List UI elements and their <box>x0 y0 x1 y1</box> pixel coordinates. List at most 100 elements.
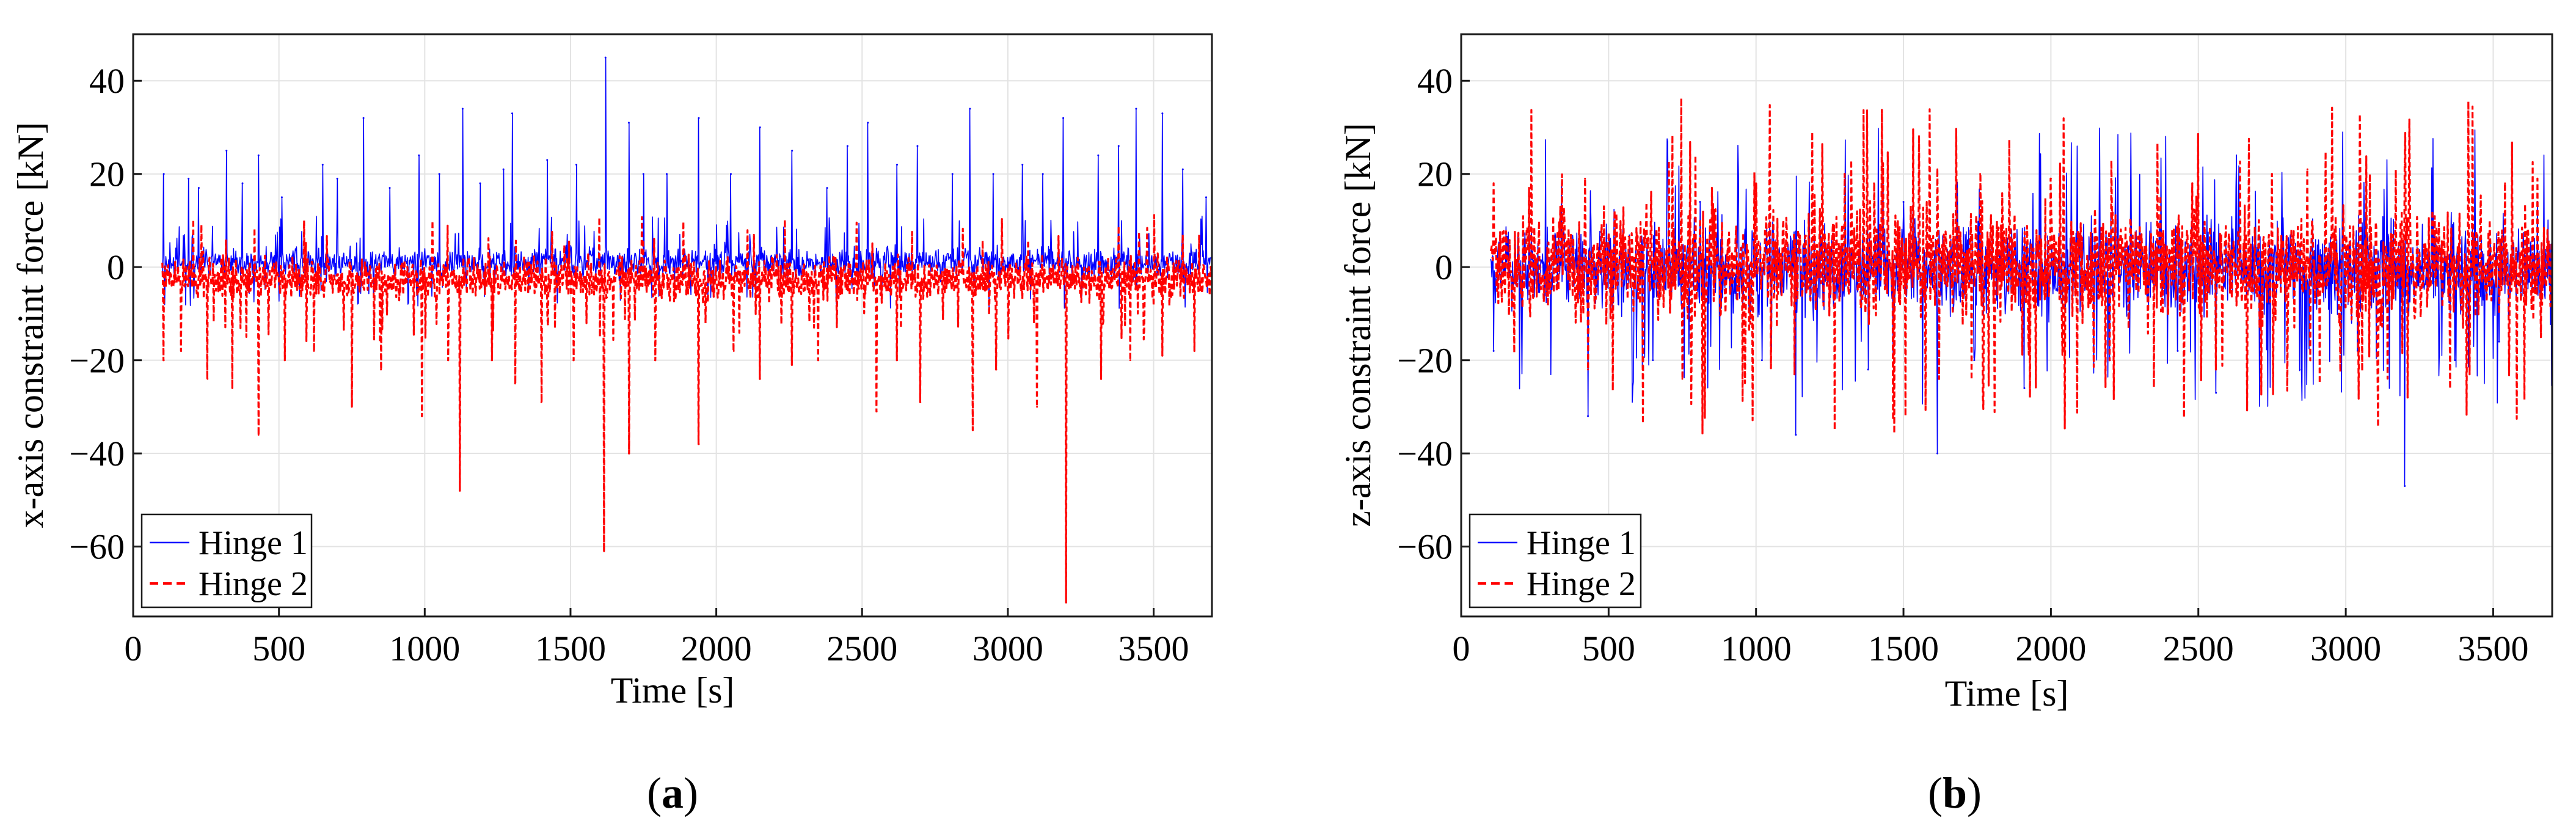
data-point <box>162 359 165 362</box>
data-point <box>1936 168 1939 170</box>
data-point <box>1867 368 1869 371</box>
data-point <box>336 177 338 180</box>
legend-box-b <box>1469 513 1642 609</box>
data-point <box>1042 173 1044 175</box>
data-point <box>1492 349 1495 352</box>
data-point <box>729 173 732 175</box>
series-b <box>1489 97 2553 488</box>
data-point <box>2049 177 2052 180</box>
y-tick-label: −60 <box>69 527 125 567</box>
y-tick-label: −40 <box>1397 434 1453 473</box>
data-point <box>1100 378 1103 380</box>
y-tick-label: 20 <box>1417 155 1453 194</box>
data-point <box>759 378 761 380</box>
data-point <box>197 187 200 189</box>
data-point <box>1652 359 1654 362</box>
data-point <box>1873 182 1875 185</box>
data-point <box>916 145 919 147</box>
x-tick-label: 2500 <box>826 629 897 668</box>
data-point <box>1587 415 1589 417</box>
x-tick-label: 1500 <box>535 629 606 668</box>
data-point <box>2306 168 2308 170</box>
legend-b: Hinge 1 Hinge 2 <box>1469 513 1642 609</box>
data-point <box>2023 387 2026 389</box>
data-point <box>479 182 481 185</box>
data-point <box>447 359 449 362</box>
x-tick-label: 2000 <box>681 629 752 668</box>
series-line-hinge-1 <box>1490 127 2553 487</box>
data-point <box>969 108 971 110</box>
data-point <box>257 434 260 436</box>
data-point <box>1492 182 1495 185</box>
data-point <box>1129 359 1131 362</box>
y-tick-label: 20 <box>89 155 125 194</box>
data-point <box>459 489 461 492</box>
data-point <box>2215 368 2217 371</box>
data-point <box>162 173 165 175</box>
x-tick-label: 500 <box>1582 629 1635 668</box>
legend-label-hinge-1-a: Hinge 1 <box>199 524 308 562</box>
data-point <box>231 387 233 389</box>
data-point <box>665 173 668 175</box>
data-point <box>575 163 577 166</box>
data-point <box>1021 163 1024 166</box>
data-point <box>791 364 794 366</box>
data-point <box>2301 368 2303 371</box>
x-tick-label: 0 <box>1453 629 1470 668</box>
data-point <box>2504 182 2506 185</box>
data-point <box>1036 406 1038 408</box>
x-tick-label: 2000 <box>2015 629 2086 668</box>
ticks-b: 0 500 1000 1500 2000 2500 3000 3500 −60 −40 −20 0 20… <box>1397 61 2528 668</box>
data-point <box>1755 182 1757 185</box>
data-point <box>188 177 190 180</box>
data-point <box>642 173 644 175</box>
y-tick-label: −20 <box>69 341 125 381</box>
data-point <box>1710 187 1713 189</box>
data-point <box>1117 145 1120 147</box>
x-tick-label: 1000 <box>1721 629 1792 668</box>
data-point <box>627 452 630 455</box>
y-tick-label: 0 <box>1435 247 1453 287</box>
plot-frame-a <box>132 33 1213 618</box>
data-point <box>1097 154 1100 156</box>
data-point <box>389 187 391 189</box>
data-point <box>206 378 209 380</box>
data-point <box>867 122 869 124</box>
x-tick-label: 3000 <box>972 629 1043 668</box>
data-point <box>1584 177 1586 180</box>
data-point <box>2309 359 2311 362</box>
data-point <box>698 117 700 119</box>
series-hinge-2-a <box>161 214 1213 604</box>
data-point <box>540 401 542 403</box>
data-point <box>1761 359 1763 362</box>
data-point <box>257 154 260 156</box>
data-point <box>1181 168 1184 170</box>
x-tick-label: 3500 <box>1118 629 1189 668</box>
data-point <box>2176 349 2179 352</box>
data-point <box>896 163 899 166</box>
data-point <box>972 429 974 431</box>
data-point <box>380 368 382 371</box>
y-tick-label: −20 <box>1397 341 1453 381</box>
y-tick-label: −40 <box>69 434 125 473</box>
data-point <box>1793 373 1795 376</box>
x-tick-label: 0 <box>125 629 142 668</box>
data-point <box>2109 359 2111 362</box>
data-point <box>951 173 954 175</box>
y-tick-label: 40 <box>1417 61 1453 101</box>
data-point <box>283 359 286 362</box>
data-point <box>1973 359 1976 362</box>
data-point <box>791 150 794 152</box>
x-tick-label: 1000 <box>389 629 460 668</box>
data-point <box>995 368 998 371</box>
data-point <box>1795 434 1797 436</box>
series-hinge-1-b <box>1490 127 2553 488</box>
data-point <box>280 196 283 199</box>
data-point <box>511 112 513 115</box>
data-point <box>1699 200 1701 203</box>
data-point <box>2454 359 2456 362</box>
panel-label-b: (b) <box>1928 769 1982 817</box>
x-axis-label-b: Time [s] <box>1945 673 2069 714</box>
legend-label-hinge-2-b: Hinge 2 <box>1527 565 1636 603</box>
